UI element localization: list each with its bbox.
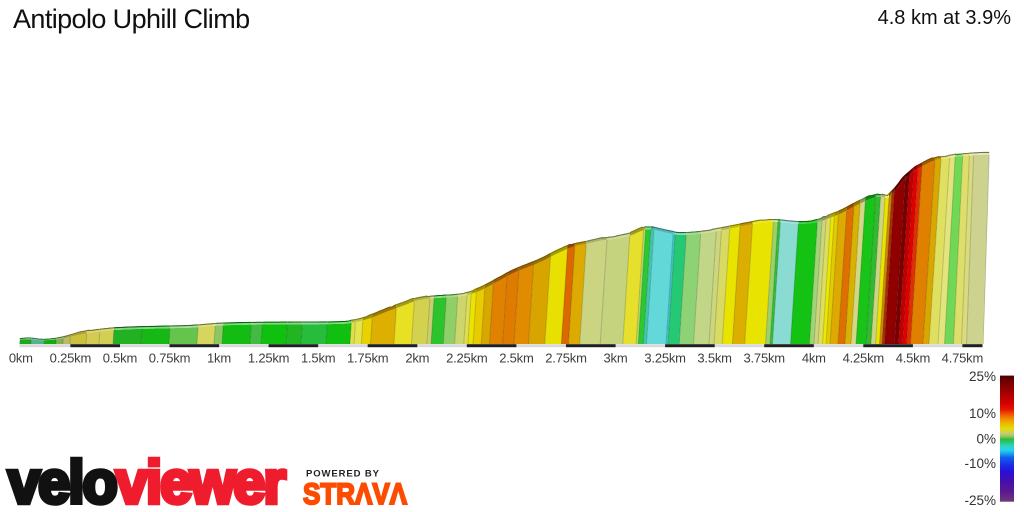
svg-text:4.75km: 4.75km: [942, 351, 983, 366]
svg-text:3.5km: 3.5km: [697, 351, 731, 366]
svg-text:4.5km: 4.5km: [896, 351, 930, 366]
svg-text:3.25km: 3.25km: [644, 351, 685, 366]
svg-text:POWERED BY: POWERED BY: [306, 469, 380, 480]
svg-text:2km: 2km: [405, 351, 429, 366]
svg-text:0.75km: 0.75km: [149, 351, 190, 366]
svg-text:10%: 10%: [969, 406, 996, 421]
svg-text:1.25km: 1.25km: [248, 351, 289, 366]
svg-text:STRΛVΛ: STRΛVΛ: [303, 478, 407, 511]
svg-text:1.5km: 1.5km: [301, 351, 335, 366]
svg-text:25%: 25%: [969, 369, 996, 384]
svg-text:0.5km: 0.5km: [103, 351, 137, 366]
svg-text:1km: 1km: [207, 351, 231, 366]
svg-text:1.75km: 1.75km: [347, 351, 388, 366]
svg-text:0km: 0km: [9, 351, 33, 366]
svg-text:-25%: -25%: [964, 493, 996, 508]
svg-text:4.25km: 4.25km: [843, 351, 884, 366]
svg-text:veloviewer: veloviewer: [8, 449, 286, 512]
svg-text:3.75km: 3.75km: [743, 351, 784, 366]
svg-text:0%: 0%: [976, 432, 996, 447]
svg-text:0.25km: 0.25km: [50, 351, 91, 366]
svg-text:2.75km: 2.75km: [545, 351, 586, 366]
svg-text:4km: 4km: [802, 351, 826, 366]
svg-text:-10%: -10%: [964, 456, 996, 471]
svg-text:2.5km: 2.5km: [499, 351, 533, 366]
svg-text:3km: 3km: [604, 351, 628, 366]
svg-text:2.25km: 2.25km: [446, 351, 487, 366]
